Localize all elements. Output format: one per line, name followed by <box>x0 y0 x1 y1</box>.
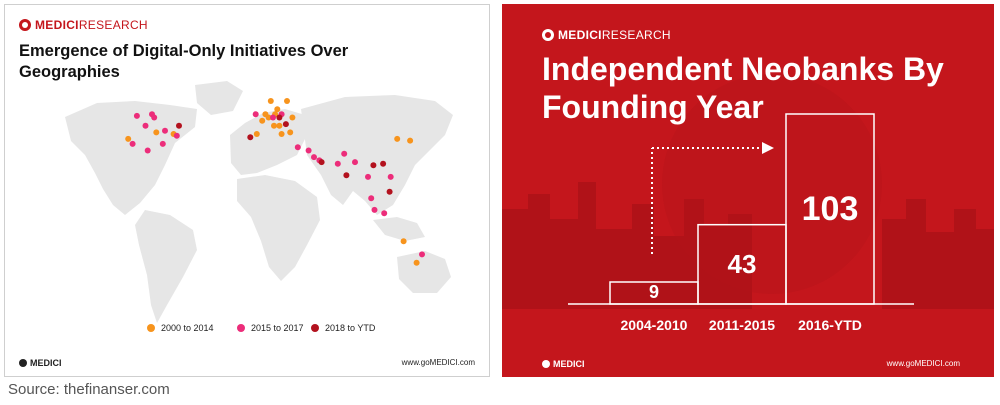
legend-item-2018-ytd: 2018 to YTD <box>311 323 375 333</box>
source-caption: Source: thefinanser.com <box>8 381 170 398</box>
footer-brand: MEDICI <box>30 358 62 368</box>
map-dot-series2-8 <box>386 188 393 195</box>
footer-logo: MEDICI <box>19 358 62 368</box>
map-dot-series0-5 <box>271 122 277 129</box>
medici-logo-icon <box>19 359 27 367</box>
medici-logo-icon <box>542 360 550 368</box>
medici-research-logo: MEDICI RESEARCH <box>19 18 148 32</box>
map-dot-series0-17 <box>400 238 407 245</box>
legend-label: 2018 to YTD <box>325 323 376 333</box>
map-title: Emergence of Digital-Only Initiatives Ov… <box>19 42 349 81</box>
map-dot-series1-22 <box>387 173 394 180</box>
category-label: 2016-YTD <box>798 317 862 333</box>
bar-value-label: 9 <box>648 282 659 302</box>
legend-label: 2000 to 2014 <box>161 323 214 333</box>
south-america-shape <box>135 210 197 323</box>
medici-logo-icon <box>19 19 31 31</box>
footer-logo: MEDICI <box>542 359 585 369</box>
map-dot-series2-4 <box>318 159 325 166</box>
map-dot-series1-1 <box>133 112 140 119</box>
map-dot-series2-0 <box>176 122 182 129</box>
bar-value-label: 43 <box>727 249 757 280</box>
map-dot-series1-11 <box>270 114 276 121</box>
map-dot-series0-13 <box>276 122 283 129</box>
legend-item-2000-2014: 2000 to 2014 <box>147 323 214 333</box>
map-dot-series0-0 <box>125 135 132 142</box>
bar-value-label: 103 <box>801 190 859 228</box>
map-dot-series0-15 <box>287 129 294 136</box>
map-dot-series1-17 <box>341 150 348 157</box>
bar-chart-title: Independent Neobanks By Founding Year <box>542 51 944 125</box>
map-dot-series0-10 <box>267 98 274 104</box>
footer-brand: MEDICI <box>553 359 585 369</box>
map-dot-series0-6 <box>259 117 266 124</box>
arrow-head-icon <box>762 142 774 154</box>
legend-label: 2015 to 2017 <box>251 323 304 333</box>
map-dot-series0-14 <box>262 111 269 118</box>
map-dot-series1-24 <box>419 251 425 258</box>
city-skyline <box>502 74 994 309</box>
map-dot-series2-3 <box>282 121 289 128</box>
map-dot-series2-6 <box>370 162 377 169</box>
map-dot-series1-18 <box>352 159 358 166</box>
map-dot-series0-1 <box>153 129 160 136</box>
map-dot-series0-18 <box>413 259 420 266</box>
map-dot-series1-9 <box>252 111 259 118</box>
map-dot-series1-19 <box>365 173 371 180</box>
map-dot-series1-7 <box>159 140 166 147</box>
map-dot-series1-8 <box>151 114 158 121</box>
brand-name: MEDICI <box>558 28 602 42</box>
map-dot-series0-9 <box>284 98 290 104</box>
map-dot-series1-2 <box>142 122 149 129</box>
map-dot-series0-7 <box>278 131 285 137</box>
brand-suffix: RESEARCH <box>601 28 671 42</box>
map-dot-series2-2 <box>276 114 283 121</box>
map-dot-series2-7 <box>380 160 387 167</box>
growth-arrow <box>651 142 774 254</box>
map-dot-series1-5 <box>173 132 180 139</box>
map-dot-series1-13 <box>305 147 312 154</box>
map-dot-series2-1 <box>247 134 254 141</box>
north-america-shape <box>65 101 197 215</box>
category-label: 2004-2010 <box>620 317 688 333</box>
brand-suffix: RESEARCH <box>78 18 148 32</box>
map-dot-series1-3 <box>162 127 168 134</box>
left-panel: MEDICI RESEARCH Emergence of Digital-Only… <box>4 4 490 377</box>
map-dot-series1-20 <box>368 195 375 202</box>
medici-logo-icon <box>542 29 554 41</box>
bar-2016-YTD <box>785 113 875 305</box>
pink-dot-icon <box>237 324 245 332</box>
asia-shape <box>301 95 453 215</box>
southeast-asia-shape <box>373 217 425 241</box>
map-dots <box>125 98 425 266</box>
bar-chart <box>568 113 914 305</box>
map-dot-series0-19 <box>394 135 401 142</box>
map-dot-series1-12 <box>294 144 301 151</box>
map-dot-series0-12 <box>289 114 296 121</box>
australia-shape <box>397 251 451 293</box>
map-dot-series1-23 <box>381 210 388 217</box>
map-dot-series2-5 <box>343 172 350 179</box>
map-dot-series0-16 <box>407 137 414 144</box>
map-dot-series1-4 <box>129 140 136 147</box>
brand-name: MEDICI <box>35 18 79 32</box>
darkred-dot-icon <box>311 324 319 332</box>
legend-item-2015-2017: 2015 to 2017 <box>237 323 304 333</box>
map-dot-series1-6 <box>144 147 151 154</box>
map-dot-series1-16 <box>334 160 341 167</box>
right-panel: MEDICI RESEARCH Independent Neobanks By F… <box>502 4 994 377</box>
map-dot-series1-15 <box>311 154 317 161</box>
africa-shape <box>237 175 320 281</box>
map-dot-series0-8 <box>274 106 281 113</box>
map-dot-series1-21 <box>371 206 378 213</box>
continents-shapes <box>65 81 453 323</box>
category-label: 2011-2015 <box>708 317 776 333</box>
map-dot-series0-3 <box>253 131 260 137</box>
medici-research-logo: MEDICI RESEARCH <box>542 28 671 42</box>
footer-url[interactable]: www.goMEDICI.com <box>886 359 960 368</box>
greenland-shape <box>195 81 243 115</box>
world-map <box>65 81 453 323</box>
footer-url[interactable]: www.goMEDICI.com <box>401 358 475 367</box>
orange-dot-icon <box>147 324 155 332</box>
